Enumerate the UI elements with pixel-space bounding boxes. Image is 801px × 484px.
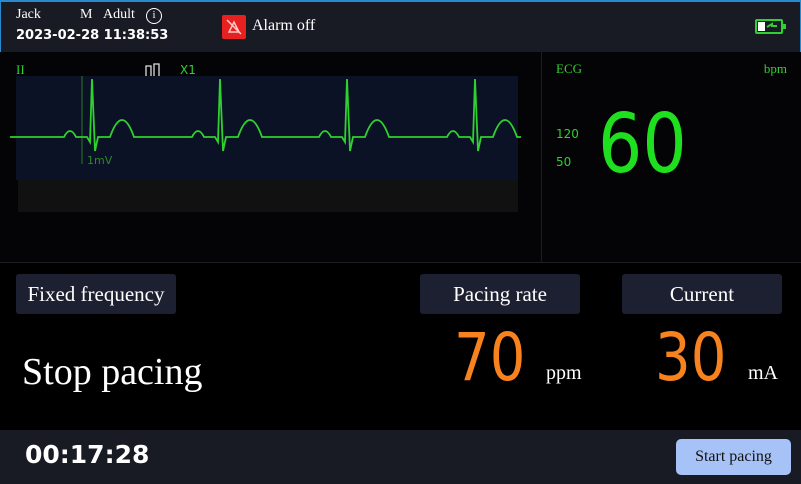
pacing-rate-unit: ppm — [546, 362, 582, 384]
current-value: 30 — [655, 319, 727, 396]
patient-name: Jack — [16, 7, 41, 22]
patient-sex: M — [80, 7, 93, 22]
datetime: 2023-02-28 11:38:53 — [16, 28, 169, 43]
pacing-rate-value: 70 — [454, 319, 526, 396]
alarm-off-icon[interactable] — [222, 15, 246, 39]
ecg-waveform-panel: II ... X1 1mV — [0, 52, 542, 263]
patient-type: Adult — [103, 7, 135, 22]
lead-label[interactable]: II — [16, 62, 25, 77]
waveform-strip — [18, 180, 518, 212]
ecg-trace — [10, 76, 521, 164]
heart-rate-value: 60 — [598, 97, 687, 192]
hr-upper-limit: 120 — [556, 127, 579, 141]
pacing-rate-button[interactable]: Pacing rate — [420, 274, 580, 314]
start-pacing-button[interactable]: Start pacing — [676, 439, 791, 475]
pacing-status: Stop pacing — [22, 351, 203, 393]
gain-label[interactable]: X1 — [180, 63, 196, 77]
hr-unit: bpm — [763, 61, 787, 76]
info-icon[interactable]: i — [146, 8, 162, 24]
waveform-area — [16, 76, 518, 180]
top-bar: Jack M Adult i 2023-02-28 11:38:53 Alarm… — [0, 0, 801, 52]
scale-label: 1mV — [87, 154, 113, 167]
pacing-timer: 00:17:28 — [25, 440, 150, 469]
footer-bar: 00:17:28 Start pacing — [0, 430, 801, 484]
ecg-parameter-panel[interactable]: ECG bpm 120 50 60 — [542, 52, 801, 263]
ecg-label: ECG — [556, 61, 582, 76]
battery-charging-icon — [755, 19, 786, 34]
hr-lower-limit: 50 — [556, 155, 572, 169]
alarm-status: Alarm off — [252, 17, 316, 34]
pacing-mode-button[interactable]: Fixed frequency — [16, 274, 176, 314]
current-unit: mA — [748, 362, 778, 384]
current-button[interactable]: Current — [622, 274, 782, 314]
